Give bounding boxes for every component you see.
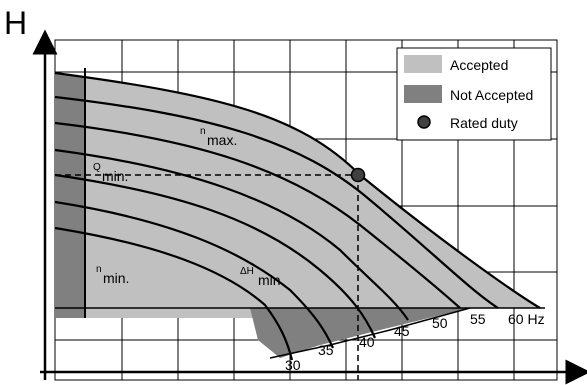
svg-text:Q: Q [93, 162, 101, 173]
speed-label-45: 45 [394, 323, 410, 339]
not-accepted-bottom [250, 308, 470, 358]
rated-duty-point [350, 167, 366, 183]
legend-swatch-accepted [404, 55, 442, 73]
not-accepted-left-lower [55, 296, 85, 318]
annotation-n-max: n max. [200, 126, 237, 148]
legend: Accepted Not Accepted Rated duty [396, 47, 552, 141]
legend-marker-rated-duty [417, 115, 431, 129]
svg-text:n: n [200, 126, 206, 137]
legend-label-rated-duty: Rated duty [450, 115, 518, 131]
speed-label-50: 50 [432, 315, 448, 331]
speed-label-60: 60 Hz [508, 311, 545, 327]
svg-text:min.: min. [102, 168, 128, 184]
speed-label-40: 40 [359, 334, 375, 350]
y-axis-label: H [4, 5, 27, 41]
svg-text:ΔH: ΔH [240, 266, 254, 277]
annotation-n-min: n min. [96, 264, 129, 286]
annotation-dh-min: ΔH min. [240, 266, 284, 288]
svg-text:min.: min. [258, 272, 284, 288]
svg-text:min.: min. [103, 270, 129, 286]
speed-label-35: 35 [318, 342, 334, 358]
legend-label-accepted: Accepted [450, 57, 508, 73]
speed-label-30: 30 [285, 357, 301, 373]
speed-label-55: 55 [470, 311, 486, 327]
legend-swatch-not-accepted [404, 85, 442, 103]
rated-duty-guides [55, 174, 359, 380]
annotation-q-min: Q min. [93, 162, 128, 184]
speed-labels: 30 35 40 45 50 55 60 Hz [285, 311, 545, 373]
svg-text:max.: max. [207, 132, 237, 148]
legend-label-not-accepted: Not Accepted [450, 87, 533, 103]
speed-curves [55, 71, 545, 361]
not-accepted-left [55, 73, 85, 318]
svg-text:n: n [96, 264, 102, 275]
